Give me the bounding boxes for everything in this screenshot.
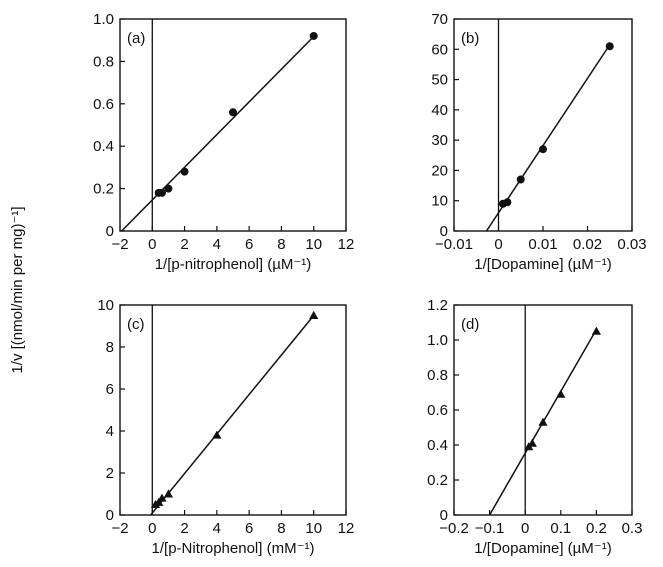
panel-a-x-tick-label: 12 xyxy=(338,236,355,253)
panel-c-x-tick-label: 2 xyxy=(180,520,188,537)
panel-c-x-tick-label: 12 xyxy=(338,520,355,537)
panel-d-data-point xyxy=(538,417,548,426)
panel-a-y-tick-label: 0.6 xyxy=(93,96,114,113)
panel-a-data-point xyxy=(229,108,237,117)
panel-a-label: (a) xyxy=(127,30,145,47)
panel-a-data-point xyxy=(157,188,166,197)
panel-c-data-point xyxy=(163,489,174,498)
panel-d-x-tick-label: 0.3 xyxy=(622,520,643,537)
panel-d-x-tick-label: −0.1 xyxy=(475,520,505,537)
panel-a-y-tick-label: 0.2 xyxy=(93,181,114,198)
panel-c-y-tick-label: 0 xyxy=(106,507,114,524)
panel-a-data-point xyxy=(309,31,318,40)
panel-b: −0.01 0 0.01 0.02 0.03010203040506070(b)1/[D… xyxy=(431,11,646,273)
panel-c-data-point xyxy=(157,493,167,502)
panel-b-y-tick-label: 50 xyxy=(431,72,448,89)
panel-b-x-tick-label: 0 xyxy=(494,236,502,253)
panel-b-data-point xyxy=(539,145,547,154)
panel-d-frame xyxy=(453,304,633,516)
panel-c-x-tick-label: 6 xyxy=(245,520,253,537)
panel-c-data-point xyxy=(154,497,164,506)
panel-d-y-tick-label: 1.0 xyxy=(427,332,448,349)
panel-c-fit-line xyxy=(150,315,315,516)
panel-a-y-tick-label: 0 xyxy=(106,223,114,240)
panel-d-x-tick-label: 0.1 xyxy=(550,520,571,537)
panel-a-y-tick-label: 1.0 xyxy=(93,11,114,28)
panel-d-y-tick-label: 0.4 xyxy=(427,437,448,454)
panel-a-data-point xyxy=(180,167,189,176)
panel-b-x-axis-title: 1/[Dopamine] (µM⁻¹) xyxy=(474,256,611,273)
panel-d-y-tick-label: 0.2 xyxy=(427,472,448,489)
panel-c-x-axis-title: 1/[p-Nitrophenol] (mM⁻¹) xyxy=(152,540,315,557)
panel-d-y-tick-label: 0.6 xyxy=(427,402,448,419)
panel-c-x-tick-label: −2 xyxy=(111,520,128,537)
panel-a-frame xyxy=(119,18,347,232)
panel-a-x-tick-label: 4 xyxy=(213,236,221,253)
panel-d-y-tick-label: 0.8 xyxy=(427,367,448,384)
panel-b-y-tick-label: 30 xyxy=(431,132,448,149)
panel-d-data-point xyxy=(527,438,537,447)
panel-b-data-point xyxy=(503,198,512,207)
panel-b-x-tick-label: 0.01 xyxy=(528,236,557,253)
panel-b-data-point xyxy=(516,175,525,184)
panel-a-x-tick-label: 0 xyxy=(148,236,156,253)
panel-d: −0.2 −0.1 0 0.1 0.2 0.3 0 0.2 0.4 0.6 0.8 1.0 1.2 (d)… xyxy=(427,297,642,557)
panel-b-label: (b) xyxy=(461,30,479,47)
panel-c-label: (c) xyxy=(127,316,145,333)
panel-a-y-tick-label: 0.4 xyxy=(93,138,114,155)
panel-a-y-tick-label: 0.8 xyxy=(93,53,114,70)
panel-b-x-tick-label: 0.03 xyxy=(617,236,646,253)
panel-b-y-tick-label: 20 xyxy=(431,162,448,179)
panel-a-x-tick-label: 2 xyxy=(180,236,188,253)
panel-a-fit-line xyxy=(121,34,316,232)
panel-d-y-tick-label: 0 xyxy=(440,507,448,524)
panel-a-x-axis-title: 1/[p-nitrophenol] (µM⁻¹) xyxy=(155,256,312,273)
panel-d-data-point xyxy=(591,326,601,335)
panel-a-x-tick-label: 8 xyxy=(277,236,285,253)
panel-c-y-tick-label: 10 xyxy=(97,297,114,314)
panel-d-x-tick-label: 0.2 xyxy=(586,520,607,537)
panel-c-x-tick-label: 10 xyxy=(305,520,322,537)
panel-b-data-point xyxy=(605,42,614,51)
panel-d-x-axis-title: 1/[Dopamine] (µM⁻¹) xyxy=(474,540,611,557)
panel-b-y-tick-label: 10 xyxy=(431,193,448,210)
panel-c-y-tick-label: 6 xyxy=(106,381,114,398)
panel-c-x-tick-label: 0 xyxy=(148,520,156,537)
panel-c-frame xyxy=(119,304,347,516)
panel-b-x-tick-label: −0.01 xyxy=(435,236,473,253)
panel-a-data-point xyxy=(164,184,173,193)
panel-d-y-tick-label: 1.2 xyxy=(427,297,448,314)
panel-b-y-tick-label: 0 xyxy=(440,223,448,240)
panel-b-x-tick-label: 0.02 xyxy=(573,236,602,253)
panel-c-y-tick-label: 2 xyxy=(106,465,114,482)
panel-b-y-tick-label: 70 xyxy=(431,11,448,28)
panel-a-x-tick-label: −2 xyxy=(111,236,128,253)
panel-c-x-tick-label: 8 xyxy=(277,520,285,537)
panel-d-x-tick-label: −0.2 xyxy=(439,520,469,537)
panel-a-x-tick-label: 6 xyxy=(245,236,253,253)
panel-c-data-point xyxy=(212,430,222,439)
panel-c-y-tick-label: 8 xyxy=(106,339,114,356)
panel-c-x-tick-label: 4 xyxy=(213,520,221,537)
shared-y-axis-label: 1/v [(nmol/min per mg)⁻¹] xyxy=(9,206,26,373)
panel-b-y-tick-label: 60 xyxy=(431,41,448,58)
panel-a-x-tick-label: 10 xyxy=(305,236,322,253)
panel-d-label: (d) xyxy=(461,316,479,333)
panel-c-y-tick-label: 4 xyxy=(106,423,114,440)
panel-b-y-tick-label: 40 xyxy=(431,102,448,119)
panel-d-data-point xyxy=(556,389,566,398)
panel-a: −2 0 2 4 6 8 10 1200.20.40.60.81.0(a)1/[p-nitro… xyxy=(93,11,354,273)
panel-d-x-tick-label: 0 xyxy=(521,520,529,537)
panel-c-data-point xyxy=(309,310,319,319)
